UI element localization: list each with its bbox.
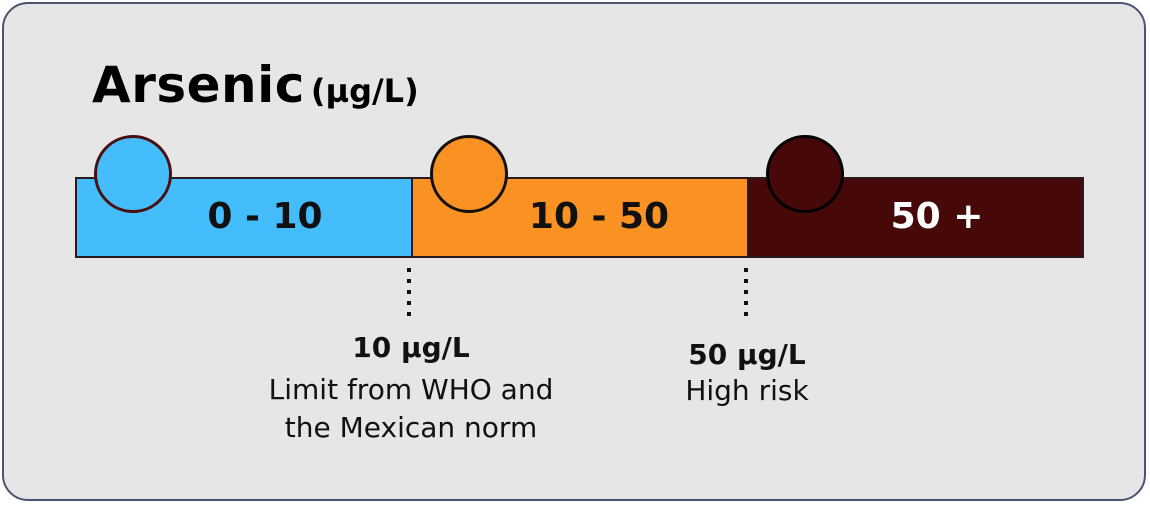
range-marker-high <box>766 135 844 213</box>
range-marker-medium <box>430 135 508 213</box>
threshold-text-10-line2: the Mexican norm <box>284 411 538 444</box>
title-name: Arsenic <box>92 56 305 114</box>
range-segment-medium: 10 - 50 <box>411 177 749 258</box>
range-label-low: 0 - 10 <box>207 196 323 237</box>
title: Arsenic (µg/L) <box>92 56 419 114</box>
title-unit: (µg/L) <box>310 72 419 110</box>
range-segment-low: 0 - 10 <box>75 177 413 258</box>
threshold-leader-10 <box>407 268 411 318</box>
threshold-text-10-line1: Limit from WHO and <box>268 373 554 406</box>
threshold-text-50-line1: High risk <box>685 374 809 407</box>
threshold-annotation-50: 50 µg/L High risk <box>685 336 808 414</box>
threshold-value-10: 10 µg/L <box>352 331 470 364</box>
range-label-medium: 10 - 50 <box>528 196 670 237</box>
threshold-leader-50 <box>744 268 748 318</box>
range-label-high: 50 + <box>890 196 984 237</box>
threshold-annotation-10: 10 µg/L Limit from WHO and the Mexican n… <box>269 329 554 451</box>
range-marker-low <box>94 135 172 213</box>
threshold-value-50: 50 µg/L <box>688 338 806 371</box>
